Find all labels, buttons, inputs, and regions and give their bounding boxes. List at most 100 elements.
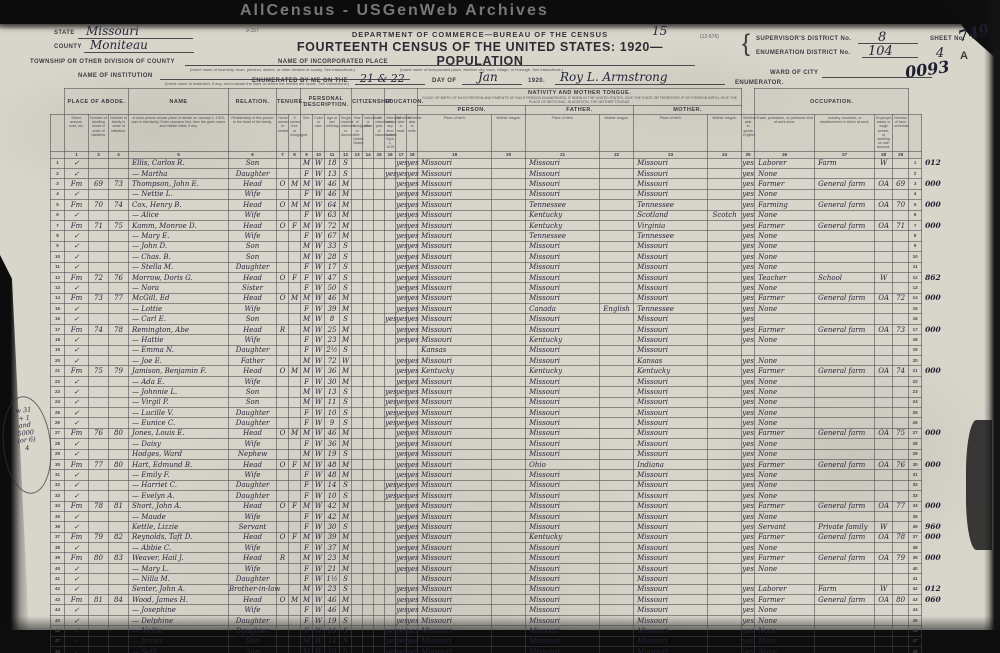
cell-name: — Maude	[128, 510, 230, 523]
cell-c2	[362, 469, 375, 481]
cell-occ: Farmer	[754, 323, 816, 336]
cell-fam	[107, 282, 130, 294]
cell-mb: Missouri	[633, 583, 709, 596]
column-label-lnr	[908, 114, 923, 152]
cell-sex: F	[300, 417, 314, 429]
column-group	[51, 89, 65, 115]
cell-age: 48	[324, 469, 341, 481]
cell-write: yes	[406, 271, 419, 284]
cell-margin	[922, 210, 944, 220]
cell-sch: yes	[384, 635, 397, 648]
cell-dw	[88, 542, 109, 554]
cell-rel: Son	[228, 240, 278, 253]
cell-age: 50	[324, 282, 341, 294]
cell-c1	[351, 469, 364, 481]
cell-emp	[874, 490, 894, 502]
cell-c3	[373, 282, 386, 294]
cell-margin	[922, 356, 944, 366]
cell-c3	[373, 469, 386, 481]
cell-fam: 73	[107, 178, 130, 190]
cell-pt	[491, 323, 527, 336]
cell-mb: Missouri	[633, 625, 709, 637]
cell-own: R	[276, 323, 290, 336]
cell-fb: Missouri	[525, 386, 601, 398]
cell-c3	[373, 251, 386, 263]
cell-race: W	[312, 396, 326, 409]
cell-dw	[88, 334, 109, 346]
cell-race: W	[312, 583, 326, 596]
cell-eng: yes	[741, 355, 756, 367]
cell-name: — Alice	[128, 209, 230, 221]
cell-c1	[351, 261, 364, 273]
cell-read: yes	[395, 521, 408, 533]
cell-lnr: 20	[908, 355, 923, 367]
column-number	[922, 151, 944, 158]
cell-write: yes	[406, 562, 419, 575]
cell-eng: yes	[741, 282, 756, 294]
cell-c2	[362, 251, 375, 263]
cell-race: W	[312, 365, 326, 377]
cell-c1	[351, 625, 364, 637]
cell-read: yes	[395, 365, 408, 377]
cell-pt	[491, 438, 527, 450]
cell-margin: 000	[925, 293, 941, 303]
cell-pt	[491, 645, 527, 653]
cell-own	[276, 469, 290, 481]
cell-emp: OA	[874, 531, 894, 544]
cell-pb: Missouri	[417, 386, 493, 398]
cell-rel: Daughter	[228, 406, 278, 419]
cell-margin	[922, 439, 944, 449]
column-number: 16	[384, 150, 397, 159]
column-label-occ: Trade, profession, or particular kind of…	[754, 114, 816, 152]
column-number: 13	[351, 150, 364, 159]
cell-pb: Missouri	[417, 375, 493, 388]
cell-margin	[922, 605, 944, 615]
cell-sex: M	[300, 157, 314, 170]
cell-c2	[362, 375, 375, 388]
cell-race: W	[312, 552, 326, 564]
cell-mtg: M	[288, 365, 302, 377]
cell-emp	[874, 209, 894, 221]
cell-sch: yes	[384, 417, 397, 429]
cell-mtg	[288, 521, 302, 533]
cell-rel: Servant	[228, 521, 278, 533]
cell-dw	[88, 448, 109, 460]
cell-mar: S	[339, 251, 353, 263]
cell-read: yes	[395, 209, 408, 221]
cell-sex: F	[300, 490, 314, 502]
cell-mar: M	[339, 365, 353, 377]
cell-dw	[88, 188, 109, 201]
cell-age: 1½	[324, 573, 341, 585]
cell-eng: yes	[741, 303, 756, 315]
cell-rel: Head	[228, 427, 278, 440]
cell-dw	[88, 521, 109, 533]
cell-c3	[373, 552, 386, 564]
cell-farm	[892, 510, 910, 523]
cell-emp: OA	[874, 594, 894, 606]
cell-own: O	[276, 594, 290, 606]
cell-age: 10	[324, 490, 341, 502]
cell-fb: Missouri	[525, 573, 601, 585]
cell-occ: None	[754, 396, 816, 409]
cell-write: yes	[406, 157, 419, 170]
column-label-emp: Employer, salary or wage worker, or work…	[874, 114, 894, 152]
cell-pt	[491, 386, 527, 398]
cell-read: yes	[395, 552, 408, 564]
cell-occ: None	[754, 230, 816, 242]
cell-ln: 27	[50, 427, 65, 440]
cell-ln: 13	[50, 282, 65, 294]
cell-occ	[754, 344, 816, 357]
column-group	[909, 89, 922, 115]
cell-emp	[874, 604, 894, 616]
cell-rel: Daughter	[228, 625, 278, 637]
cell-dw	[88, 240, 109, 253]
cell-ind	[814, 230, 876, 242]
cell-name: — Johnnie L.	[128, 386, 230, 398]
cell-dw: 71	[88, 219, 109, 232]
column-number: 11	[324, 150, 341, 159]
cell-c3	[373, 510, 386, 523]
cell-c3	[373, 188, 386, 201]
cell-emp: W	[874, 583, 894, 596]
